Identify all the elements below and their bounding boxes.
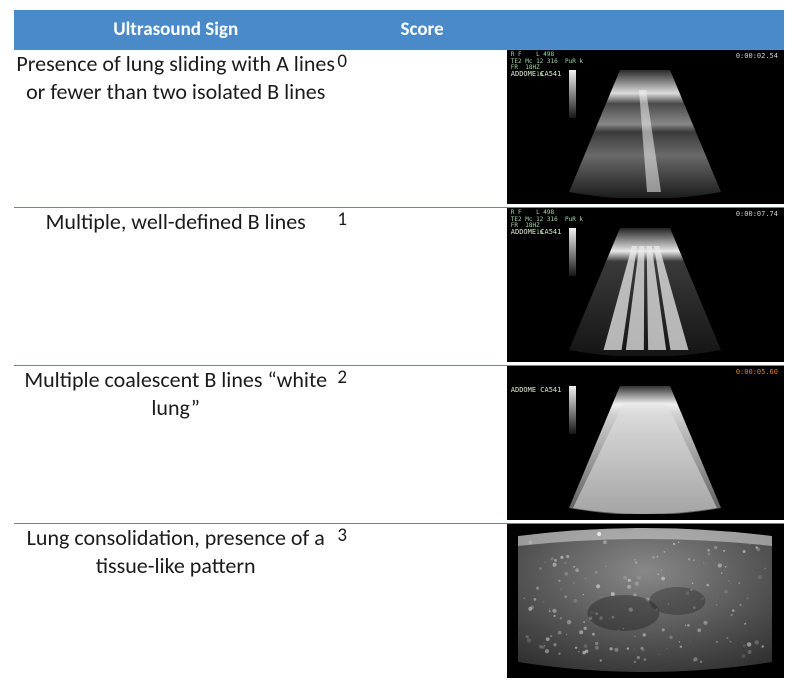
col-header-score: Score xyxy=(337,10,506,50)
col-header-sign: Ultrasound Sign xyxy=(14,10,337,50)
table-row: Lung consolidation, presence of a tissue… xyxy=(14,524,784,682)
ultrasound-image: 0:00:05.60 ADDOME CA541 xyxy=(507,366,784,520)
ultrasound-image xyxy=(507,524,784,678)
col-header-image xyxy=(507,10,784,50)
table-row: Presence of lung sliding with A lines or… xyxy=(14,50,784,208)
table-header-row: Ultrasound Sign Score xyxy=(14,10,784,50)
ultrasound-timer: 0:00:07.74 xyxy=(736,210,778,218)
ultrasound-preset-label: ADDOME CA541 xyxy=(511,386,562,394)
score-cell: 0 xyxy=(337,50,506,208)
ultrasound-sign-cell: Lung consolidation, presence of a tissue… xyxy=(14,524,337,682)
ultrasound-image-cell: 0:00:05.60 ADDOME CA541 xyxy=(507,366,784,524)
table-row: Multiple coalescent B lines “white lung”… xyxy=(14,366,784,524)
ultrasound-timer: 0:00:05.60 xyxy=(736,368,778,376)
score-cell: 2 xyxy=(337,366,506,524)
ultrasound-image-cell: R F L 498 TE2 Mc 12 316 PuR k FR 18HZ 16… xyxy=(507,208,784,366)
grayscale-bar xyxy=(569,386,576,434)
table-row: Multiple, well-defined B lines1 R F L 49… xyxy=(14,208,784,366)
ultrasound-score-table: Ultrasound Sign Score Presence of lung s… xyxy=(14,10,784,682)
ultrasound-image: R F L 498 TE2 Mc 12 316 PuR k FR 18HZ 16… xyxy=(507,208,784,362)
ultrasound-image: R F L 498 TE2 Mc 12 316 PuR k FR 18HZ 16… xyxy=(507,50,784,204)
ultrasound-sign-cell: Multiple coalescent B lines “white lung” xyxy=(14,366,337,524)
ultrasound-timer: 0:00:02.54 xyxy=(736,52,778,60)
ultrasound-sign-cell: Multiple, well-defined B lines xyxy=(14,208,337,366)
ultrasound-image-cell xyxy=(507,524,784,682)
grayscale-bar xyxy=(569,70,576,118)
ultrasound-preset-label: ADDOME CA541 xyxy=(511,70,562,78)
score-cell: 3 xyxy=(337,524,506,682)
score-cell: 1 xyxy=(337,208,506,366)
grayscale-bar xyxy=(569,228,576,276)
ultrasound-image-cell: R F L 498 TE2 Mc 12 316 PuR k FR 18HZ 16… xyxy=(507,50,784,208)
ultrasound-preset-label: ADDOME CA541 xyxy=(511,228,562,236)
ultrasound-sign-cell: Presence of lung sliding with A lines or… xyxy=(14,50,337,208)
